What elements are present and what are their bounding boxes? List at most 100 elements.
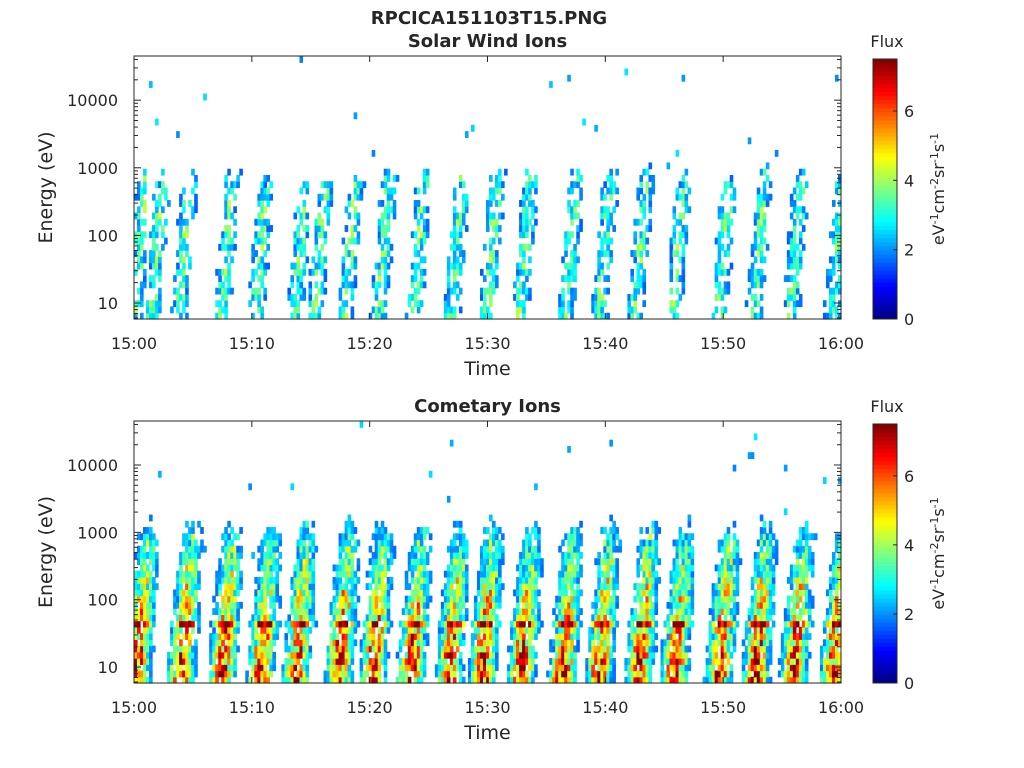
heatmap-cell bbox=[272, 608, 276, 615]
heatmap-cell bbox=[525, 545, 529, 553]
heatmap-cell bbox=[407, 664, 412, 672]
heatmap-cell bbox=[440, 676, 445, 684]
heatmap-cell bbox=[341, 608, 346, 615]
heatmap-cell bbox=[482, 576, 487, 584]
heatmap-cell bbox=[558, 651, 562, 659]
heatmap-cell bbox=[684, 225, 689, 232]
heatmap-cell bbox=[179, 312, 183, 320]
heatmap-cell bbox=[570, 658, 574, 665]
heatmap-cell bbox=[236, 608, 240, 615]
heatmap-cell bbox=[687, 601, 692, 609]
heatmap-cell bbox=[383, 589, 388, 597]
heatmap-cell bbox=[489, 564, 493, 572]
heatmap-cell bbox=[531, 212, 535, 220]
heatmap-cell bbox=[525, 293, 529, 301]
heatmap-cell bbox=[389, 620, 394, 628]
heatmap-cell bbox=[335, 676, 340, 684]
heatmap-cell bbox=[795, 589, 800, 597]
x-axis-label: Time bbox=[463, 358, 511, 380]
heatmap-cell bbox=[525, 558, 529, 566]
heatmap-cell bbox=[143, 527, 147, 534]
heatmap-cell bbox=[344, 545, 349, 553]
heatmap-cell bbox=[675, 312, 680, 320]
heatmap-cell bbox=[398, 664, 403, 672]
heatmap-cell bbox=[332, 620, 337, 628]
heatmap-cell bbox=[633, 595, 638, 603]
heatmap-cell bbox=[422, 664, 427, 672]
heatmap-cell bbox=[257, 576, 261, 584]
heatmap-cell bbox=[188, 645, 192, 653]
heatmap-cell bbox=[440, 670, 445, 678]
heatmap-cell bbox=[789, 658, 794, 665]
heatmap-cell bbox=[374, 670, 379, 678]
heatmap-cell bbox=[597, 676, 601, 684]
heatmap-cell bbox=[765, 539, 770, 547]
heatmap-cell bbox=[275, 589, 280, 597]
heatmap-cell bbox=[654, 533, 659, 541]
heatmap-cell bbox=[720, 633, 725, 640]
heatmap-cell bbox=[140, 614, 144, 622]
heatmap-cell bbox=[437, 676, 442, 684]
heatmap-cell bbox=[687, 589, 692, 597]
heatmap-cell bbox=[681, 200, 686, 207]
heatmap-cell bbox=[519, 576, 523, 584]
heatmap-cell bbox=[756, 564, 761, 572]
heatmap-cell bbox=[804, 595, 809, 603]
heatmap-cell bbox=[627, 645, 632, 653]
heatmap-cell bbox=[519, 608, 523, 615]
heatmap-cell bbox=[341, 564, 346, 572]
heatmap-cell bbox=[717, 620, 722, 628]
heatmap-cell bbox=[380, 256, 385, 264]
heatmap-cell bbox=[801, 639, 806, 647]
heatmap-cell bbox=[828, 300, 833, 308]
heatmap-cell bbox=[570, 608, 574, 615]
heatmap-cell bbox=[260, 564, 264, 572]
heatmap-cell bbox=[371, 664, 376, 672]
heatmap-cell bbox=[750, 601, 755, 609]
heatmap-cell bbox=[516, 620, 520, 628]
heatmap-cell bbox=[479, 670, 484, 678]
heatmap-cell bbox=[230, 287, 234, 295]
heatmap-cell bbox=[714, 645, 719, 653]
heatmap-cell bbox=[365, 645, 370, 653]
heatmap-cell bbox=[476, 576, 481, 584]
heatmap-cell bbox=[392, 187, 397, 195]
heatmap-cell bbox=[347, 539, 352, 547]
heatmap-cell bbox=[365, 670, 370, 678]
heatmap-cell bbox=[482, 658, 487, 665]
heatmap-cell bbox=[134, 658, 138, 665]
heatmap-cell bbox=[756, 225, 761, 232]
heatmap-cell bbox=[651, 658, 656, 665]
heatmap-cell bbox=[284, 639, 289, 647]
heatmap-cell bbox=[672, 676, 677, 684]
heatmap-cell bbox=[522, 670, 526, 678]
heatmap-cell bbox=[591, 620, 595, 628]
heatmap-cell bbox=[383, 658, 388, 665]
heatmap-cell bbox=[449, 608, 454, 615]
heatmap-cell bbox=[567, 620, 571, 628]
heatmap-cell bbox=[482, 545, 487, 553]
heatmap-cell bbox=[428, 570, 433, 578]
heatmap-cell bbox=[615, 168, 619, 176]
heatmap-cell bbox=[789, 564, 794, 572]
colorbar-segment bbox=[873, 225, 897, 231]
heatmap-cell bbox=[654, 552, 659, 559]
heatmap-cell bbox=[576, 545, 580, 553]
heatmap-cell bbox=[768, 633, 773, 640]
heatmap-cell bbox=[609, 212, 613, 220]
heatmap-cell bbox=[723, 268, 728, 276]
heatmap-cell bbox=[510, 658, 514, 665]
heatmap-cell bbox=[681, 583, 686, 591]
heatmap-cell bbox=[549, 645, 553, 653]
heatmap-cell bbox=[525, 645, 529, 653]
heatmap-cell bbox=[597, 564, 601, 572]
heatmap-cell bbox=[308, 312, 313, 320]
heatmap-cell bbox=[299, 614, 304, 622]
heatmap-cell bbox=[296, 658, 301, 665]
heatmap-cell bbox=[756, 626, 761, 634]
heatmap-cell bbox=[404, 676, 409, 684]
heatmap-cell bbox=[449, 539, 454, 547]
heatmap-cell bbox=[486, 225, 490, 232]
heatmap-cell bbox=[233, 614, 237, 622]
heatmap-cell bbox=[146, 576, 150, 584]
